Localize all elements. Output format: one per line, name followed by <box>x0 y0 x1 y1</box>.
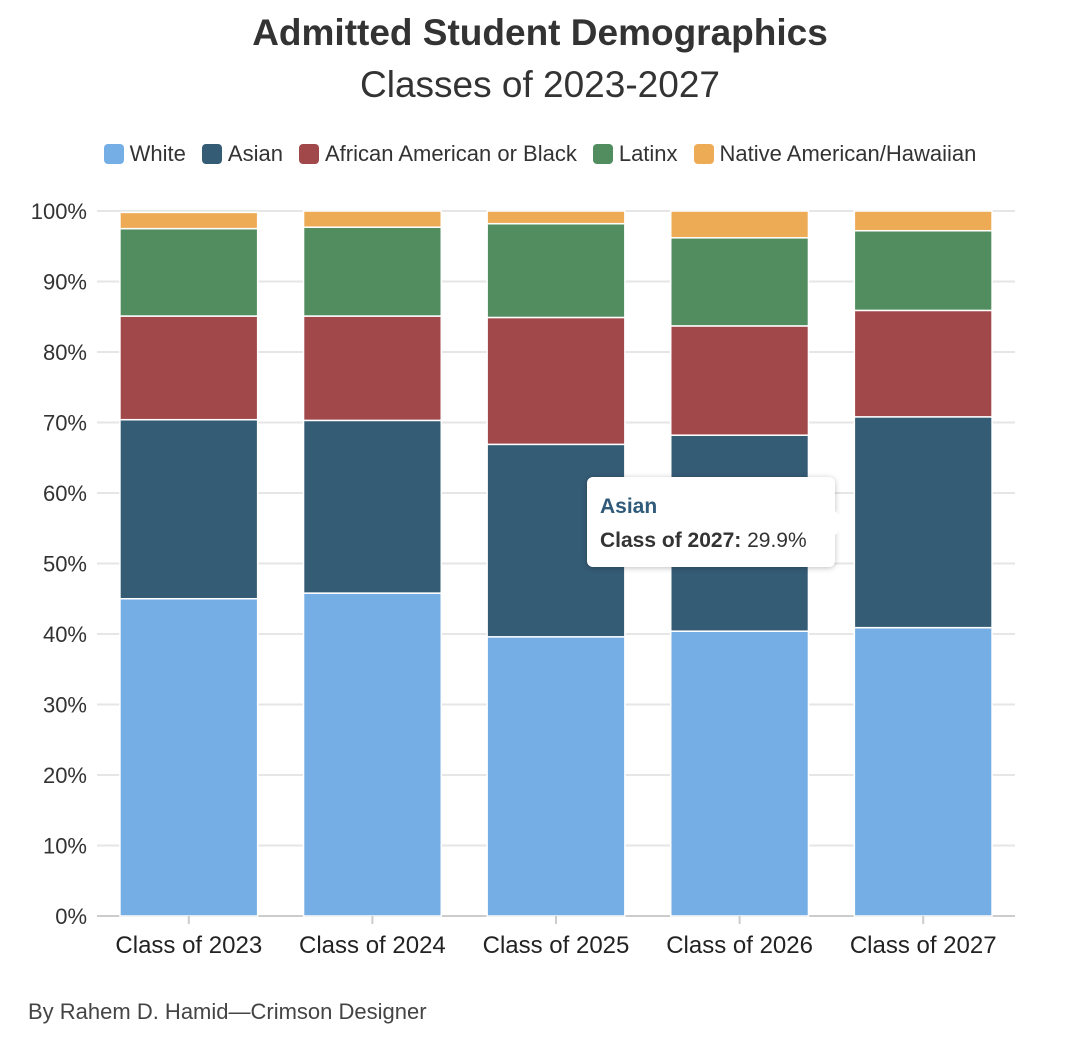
y-tick-label: 0% <box>55 904 87 929</box>
x-tick-label: Class of 2024 <box>299 932 446 959</box>
chart-title: Admitted Student Demographics <box>252 12 828 53</box>
legend-label: White <box>129 141 186 166</box>
x-tick-label: Class of 2026 <box>666 932 813 959</box>
legend-item[interactable]: Native American/Hawaiian <box>693 141 977 167</box>
bar-segment <box>486 210 626 225</box>
legend-label: Native American/Hawaiian <box>719 141 977 166</box>
tooltip-label: Class of 2027: <box>600 529 742 552</box>
bar-segment <box>486 636 626 917</box>
y-tick-label: 10% <box>43 834 87 859</box>
bar-segment <box>302 419 442 594</box>
bar-segment <box>119 598 259 917</box>
bar-segment <box>119 418 259 600</box>
tooltip-line: Class of 2027: 29.9% <box>600 529 807 553</box>
x-tick-label: Class of 2025 <box>483 932 630 959</box>
y-tick-label: 50% <box>43 552 87 577</box>
bar-segment <box>853 416 993 629</box>
legend-swatch <box>592 144 613 164</box>
bar-segment <box>670 630 810 917</box>
bar-segment <box>670 237 810 327</box>
bar-segment <box>119 211 259 230</box>
credit-line: By Rahem D. Hamid—Crimson Designer <box>28 999 427 1024</box>
bar-segment <box>302 592 442 917</box>
legend-swatch <box>201 144 222 164</box>
bar-segment <box>853 229 993 312</box>
legend-item[interactable]: White <box>103 141 186 167</box>
y-tick-label: 100% <box>31 199 87 224</box>
bar-segment <box>670 210 810 239</box>
bar-segment <box>302 210 442 228</box>
x-tick-label: Class of 2023 <box>115 932 262 959</box>
bar-segment <box>302 315 442 422</box>
legend-swatch <box>103 144 124 164</box>
chart-subtitle: Classes of 2023-2027 <box>360 64 720 105</box>
bar-segment <box>853 309 993 418</box>
y-tick-label: 60% <box>43 481 87 506</box>
bar-segment <box>853 210 993 232</box>
bar-segment <box>486 222 626 319</box>
legend: White Asian African American or Black Latin… <box>0 141 1080 167</box>
legend-label: African American or Black <box>324 141 577 166</box>
y-tick-label: 70% <box>43 411 87 436</box>
legend-swatch <box>298 144 319 164</box>
y-tick-label: 20% <box>43 763 87 788</box>
bar-segment <box>486 316 626 446</box>
bar-segment <box>853 626 993 917</box>
y-tick-label: 40% <box>43 622 87 647</box>
y-tick-label: 80% <box>43 340 87 365</box>
bar-segment <box>670 325 810 436</box>
legend-item[interactable]: Asian <box>201 141 283 167</box>
bar-segment <box>119 227 259 317</box>
y-tick-label: 30% <box>43 693 87 718</box>
legend-item[interactable]: Latinx <box>592 141 678 167</box>
bar-segment <box>119 315 259 421</box>
y-tick-label: 90% <box>43 270 87 295</box>
legend-item[interactable]: African American or Black <box>298 141 577 167</box>
tooltip-series: Asian <box>600 495 658 518</box>
tooltip-value: 29.9% <box>747 529 807 552</box>
bar-segment <box>302 226 442 317</box>
legend-label: Asian <box>227 141 283 166</box>
legend-label: Latinx <box>618 141 678 166</box>
tooltip: Asian Class of 2027: 29.9% <box>587 477 849 567</box>
legend-swatch <box>693 144 714 164</box>
x-tick-label: Class of 2027 <box>850 932 997 959</box>
